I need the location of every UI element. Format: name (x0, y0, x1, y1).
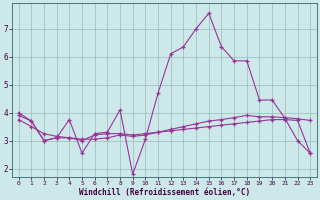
X-axis label: Windchill (Refroidissement éolien,°C): Windchill (Refroidissement éolien,°C) (79, 188, 250, 197)
